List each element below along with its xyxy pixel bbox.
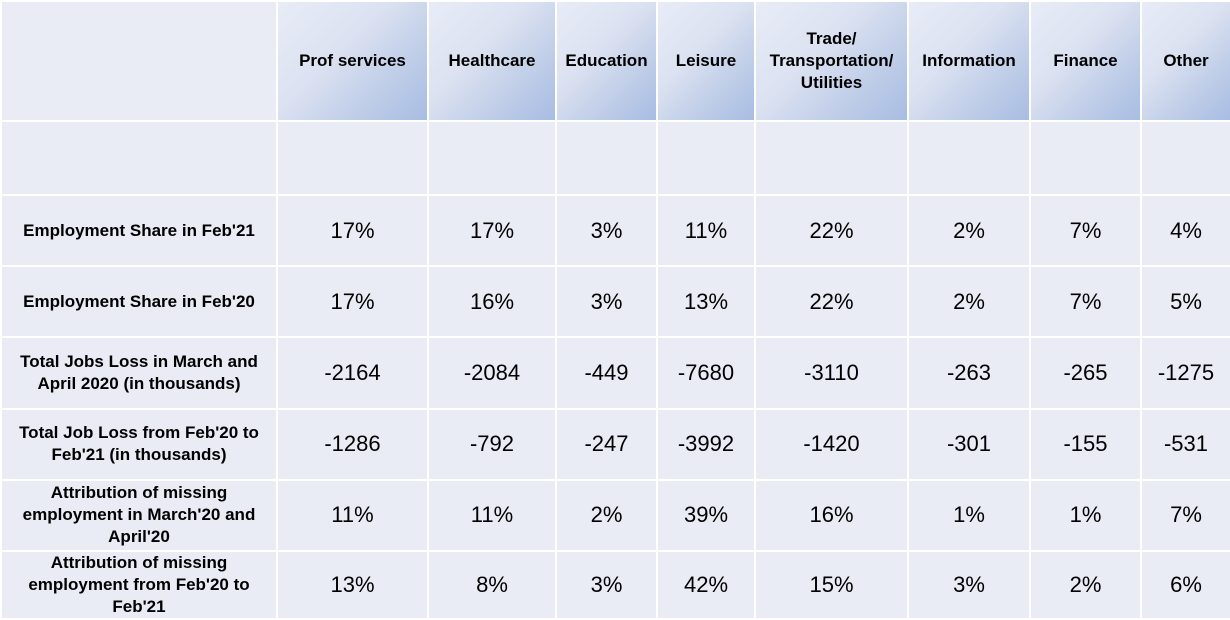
table-cell: 15% <box>754 549 909 620</box>
table-cell: 39% <box>656 478 756 552</box>
table-row: Employment Share in Feb'21 17% 17% 3% 11… <box>0 194 1230 268</box>
table-cell: -1275 <box>1140 336 1230 410</box>
blank-cell <box>1140 119 1230 197</box>
table-cell: 22% <box>754 265 909 339</box>
table-cell: 4% <box>1140 194 1230 268</box>
table-cell: 3% <box>555 549 658 620</box>
blank-cell <box>656 119 756 197</box>
table-cell: 17% <box>276 194 429 268</box>
row-label: Attribution of missing employment from F… <box>0 549 278 620</box>
table-cell: 7% <box>1029 265 1142 339</box>
table-cell: 3% <box>555 265 658 339</box>
header-corner-cell <box>0 0 278 122</box>
table-cell: 1% <box>907 478 1031 552</box>
table-cell: 3% <box>907 549 1031 620</box>
table-cell: -2164 <box>276 336 429 410</box>
table-cell: 2% <box>907 265 1031 339</box>
table-cell: 42% <box>656 549 756 620</box>
table-row: Total Job Loss from Feb'20 to Feb'21 (in… <box>0 407 1230 481</box>
row-label: Attribution of missing employment in Mar… <box>0 478 278 552</box>
column-header-trade-transportation-utilities: Trade/ Transportation/ Utilities <box>754 0 909 122</box>
table-cell: 5% <box>1140 265 1230 339</box>
blank-cell <box>907 119 1031 197</box>
table-cell: 11% <box>656 194 756 268</box>
column-header-other: Other <box>1140 0 1230 122</box>
table-cell: 22% <box>754 194 909 268</box>
table-cell: -1420 <box>754 407 909 481</box>
table-row: Total Jobs Loss in March and April 2020 … <box>0 336 1230 410</box>
header-row: Prof services Healthcare Education Leisu… <box>0 0 1230 122</box>
table-cell: 11% <box>276 478 429 552</box>
column-header-finance: Finance <box>1029 0 1142 122</box>
table-cell: 13% <box>276 549 429 620</box>
table-cell: 17% <box>427 194 557 268</box>
blank-row <box>0 119 1230 197</box>
table-cell: -2084 <box>427 336 557 410</box>
blank-cell <box>1029 119 1142 197</box>
table-cell: 13% <box>656 265 756 339</box>
blank-cell <box>555 119 658 197</box>
table-cell: 7% <box>1029 194 1142 268</box>
table-cell: 6% <box>1140 549 1230 620</box>
blank-cell <box>754 119 909 197</box>
column-header-education: Education <box>555 0 658 122</box>
table-cell: -531 <box>1140 407 1230 481</box>
table-cell: 11% <box>427 478 557 552</box>
table-cell: 2% <box>907 194 1031 268</box>
column-header-healthcare: Healthcare <box>427 0 557 122</box>
table-row: Attribution of missing employment in Mar… <box>0 478 1230 552</box>
row-label: Total Jobs Loss in March and April 2020 … <box>0 336 278 410</box>
table-cell: -1286 <box>276 407 429 481</box>
row-label: Employment Share in Feb'20 <box>0 265 278 339</box>
table-cell: 3% <box>555 194 658 268</box>
blank-cell <box>427 119 557 197</box>
blank-cell <box>276 119 429 197</box>
table-cell: -247 <box>555 407 658 481</box>
table-cell: -301 <box>907 407 1031 481</box>
table-cell: -265 <box>1029 336 1142 410</box>
table-cell: -3992 <box>656 407 756 481</box>
table-cell: 17% <box>276 265 429 339</box>
table-cell: -155 <box>1029 407 1142 481</box>
table-cell: -792 <box>427 407 557 481</box>
table-cell: 2% <box>555 478 658 552</box>
table-cell: -449 <box>555 336 658 410</box>
table-row: Employment Share in Feb'20 17% 16% 3% 13… <box>0 265 1230 339</box>
table-cell: 7% <box>1140 478 1230 552</box>
table-cell: -7680 <box>656 336 756 410</box>
table-cell: 16% <box>427 265 557 339</box>
blank-cell <box>0 119 278 197</box>
row-label: Employment Share in Feb'21 <box>0 194 278 268</box>
row-label: Total Job Loss from Feb'20 to Feb'21 (in… <box>0 407 278 481</box>
column-header-leisure: Leisure <box>656 0 756 122</box>
table-cell: 2% <box>1029 549 1142 620</box>
table-cell: -3110 <box>754 336 909 410</box>
column-header-information: Information <box>907 0 1031 122</box>
column-header-prof-services: Prof services <box>276 0 429 122</box>
table-cell: 16% <box>754 478 909 552</box>
table-row: Attribution of missing employment from F… <box>0 549 1230 620</box>
table-cell: 1% <box>1029 478 1142 552</box>
table-cell: -263 <box>907 336 1031 410</box>
table-cell: 8% <box>427 549 557 620</box>
